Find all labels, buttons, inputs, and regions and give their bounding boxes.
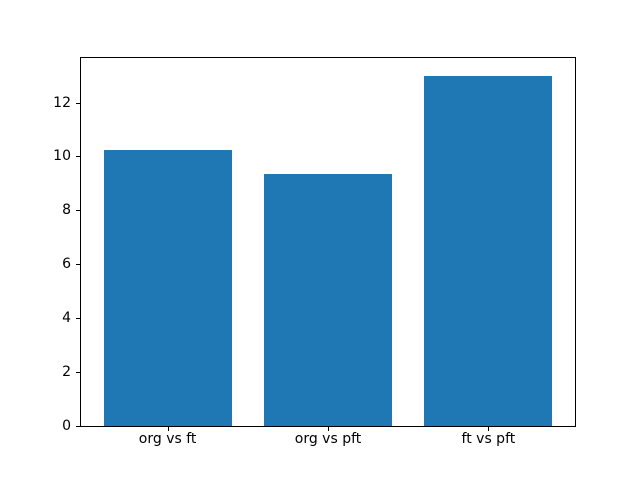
x-tick-mark [167, 427, 169, 431]
y-tick-label: 0 [62, 418, 71, 434]
bars-group [81, 58, 575, 426]
x-tick-label: org vs ft [138, 431, 197, 447]
y-tick-mark [76, 210, 80, 212]
y-tick-label: 10 [53, 148, 71, 165]
x-tick-label: ft vs pft [461, 431, 516, 447]
x-tick-label: org vs pft [294, 431, 362, 447]
y-tick-label: 8 [62, 202, 71, 219]
x-tick-mark [328, 427, 329, 431]
y-tick-mark [76, 264, 80, 266]
x-tick-mark [488, 427, 490, 431]
y-tick-mark [76, 102, 80, 104]
bar-org-vs-pft [263, 173, 393, 426]
y-tick-mark [76, 156, 80, 158]
bar-org-vs-ft [103, 149, 232, 426]
y-tick-label: 4 [62, 310, 71, 327]
y-tick-label: 6 [62, 256, 71, 273]
plot-axes [80, 57, 576, 427]
y-tick-mark [76, 318, 80, 320]
y-tick-mark [76, 426, 80, 427]
y-tick-label: 2 [62, 364, 71, 381]
y-tick-mark [76, 372, 80, 374]
bar-ft-vs-pft [424, 75, 553, 426]
y-tick-label: 12 [53, 94, 71, 111]
